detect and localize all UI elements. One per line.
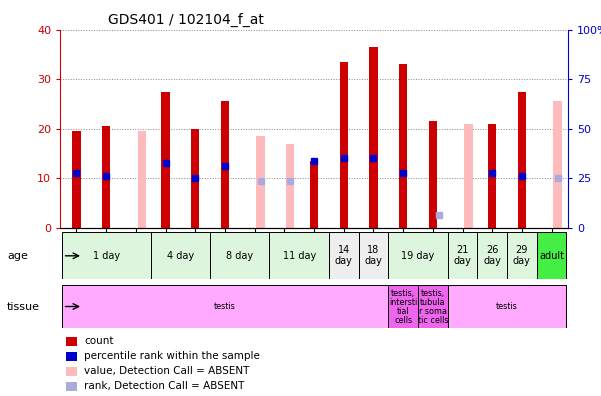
Text: 21
day: 21 day	[454, 246, 471, 266]
Text: 11 day: 11 day	[282, 251, 316, 261]
Text: 19 day: 19 day	[401, 251, 435, 261]
Bar	[257, 136, 264, 228]
Bar	[448, 285, 567, 328]
Bar	[221, 101, 229, 228]
Bar	[537, 232, 567, 279]
Bar	[554, 101, 562, 228]
Text: 4 day: 4 day	[167, 251, 194, 261]
Bar	[488, 124, 496, 228]
Bar	[269, 232, 329, 279]
Bar	[448, 232, 477, 279]
Text: 18
day: 18 day	[364, 246, 382, 266]
Bar	[191, 129, 200, 228]
Bar	[399, 64, 407, 228]
Text: 29
day: 29 day	[513, 246, 531, 266]
Bar	[310, 161, 318, 228]
Text: value, Detection Call = ABSENT: value, Detection Call = ABSENT	[84, 366, 249, 377]
Text: age: age	[7, 251, 28, 261]
Bar	[369, 47, 377, 228]
Bar	[429, 121, 437, 228]
Bar	[286, 143, 294, 228]
Text: GDS401 / 102104_f_at: GDS401 / 102104_f_at	[108, 13, 264, 27]
Bar	[72, 131, 81, 228]
Bar	[151, 232, 210, 279]
Bar	[388, 232, 448, 279]
Bar	[359, 232, 388, 279]
Bar	[517, 91, 526, 228]
Text: testis: testis	[214, 302, 236, 311]
Bar	[102, 126, 111, 228]
Bar	[61, 285, 388, 328]
Text: testis: testis	[496, 302, 518, 311]
Text: rank, Detection Call = ABSENT: rank, Detection Call = ABSENT	[84, 381, 245, 392]
Bar	[61, 232, 151, 279]
Bar	[388, 285, 418, 328]
Bar	[340, 62, 348, 228]
Bar	[162, 91, 169, 228]
Text: 26
day: 26 day	[483, 246, 501, 266]
Bar	[138, 131, 146, 228]
Text: testis,
intersti
tial
cells: testis, intersti tial cells	[389, 289, 417, 324]
Text: testis,
tubula
r soma
tic cells: testis, tubula r soma tic cells	[418, 289, 448, 324]
Text: adult: adult	[539, 251, 564, 261]
Text: percentile rank within the sample: percentile rank within the sample	[84, 351, 260, 362]
Bar	[418, 285, 448, 328]
Bar	[507, 232, 537, 279]
Bar	[465, 124, 472, 228]
Text: tissue: tissue	[7, 301, 40, 312]
Text: 14
day: 14 day	[335, 246, 353, 266]
Text: 1 day: 1 day	[93, 251, 120, 261]
Text: 8 day: 8 day	[226, 251, 254, 261]
Bar	[329, 232, 359, 279]
Bar	[210, 232, 269, 279]
Text: count: count	[84, 336, 114, 346]
Bar	[477, 232, 507, 279]
